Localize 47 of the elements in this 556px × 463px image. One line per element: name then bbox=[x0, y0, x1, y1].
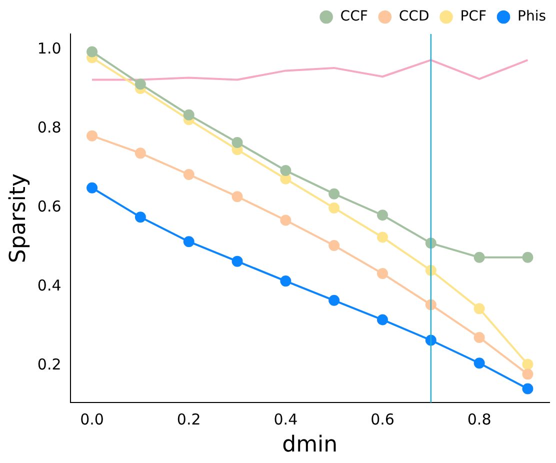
point bbox=[474, 332, 485, 343]
x-axis-title: dmin bbox=[282, 432, 338, 458]
x-tick-label: 0.4 bbox=[274, 410, 298, 428]
y-tick-label: 0.8 bbox=[37, 118, 62, 137]
point bbox=[232, 137, 243, 148]
x-tick-label: 0.0 bbox=[80, 410, 104, 428]
y-tick-label: 0.4 bbox=[37, 276, 62, 294]
point bbox=[522, 383, 534, 394]
point bbox=[376, 210, 388, 221]
point bbox=[280, 165, 292, 176]
point bbox=[183, 236, 194, 248]
point bbox=[522, 368, 534, 380]
point bbox=[134, 148, 146, 159]
point bbox=[183, 168, 194, 180]
point bbox=[474, 303, 485, 314]
point bbox=[328, 188, 340, 200]
point bbox=[232, 256, 243, 267]
legend-label: CCF bbox=[340, 8, 368, 25]
y-axis-title: Sparsity bbox=[6, 173, 31, 264]
point bbox=[522, 358, 534, 370]
point bbox=[280, 214, 292, 226]
point bbox=[183, 109, 194, 120]
point bbox=[376, 314, 388, 326]
y-tick-label: 1.0 bbox=[37, 40, 62, 58]
point bbox=[86, 130, 98, 142]
y-tick-label: 0.6 bbox=[37, 198, 62, 216]
point bbox=[376, 232, 388, 243]
legend-label: PCF bbox=[460, 8, 487, 25]
point bbox=[376, 268, 388, 280]
legend-label: Phis bbox=[518, 8, 546, 25]
y-tick-label: 0.2 bbox=[37, 355, 62, 374]
point bbox=[280, 276, 292, 287]
point bbox=[134, 212, 146, 223]
legend-label: CCD bbox=[398, 8, 430, 25]
point bbox=[328, 294, 340, 306]
point bbox=[134, 78, 146, 90]
point bbox=[328, 240, 340, 252]
point bbox=[232, 191, 243, 202]
x-tick-label: 0.2 bbox=[176, 410, 201, 428]
point bbox=[474, 358, 485, 369]
point bbox=[86, 46, 98, 58]
point bbox=[522, 252, 534, 263]
x-tick-label: 0.8 bbox=[467, 410, 492, 428]
point bbox=[86, 182, 98, 194]
x-tick-label: 0.6 bbox=[370, 410, 394, 428]
point bbox=[328, 202, 340, 214]
point bbox=[474, 252, 485, 263]
